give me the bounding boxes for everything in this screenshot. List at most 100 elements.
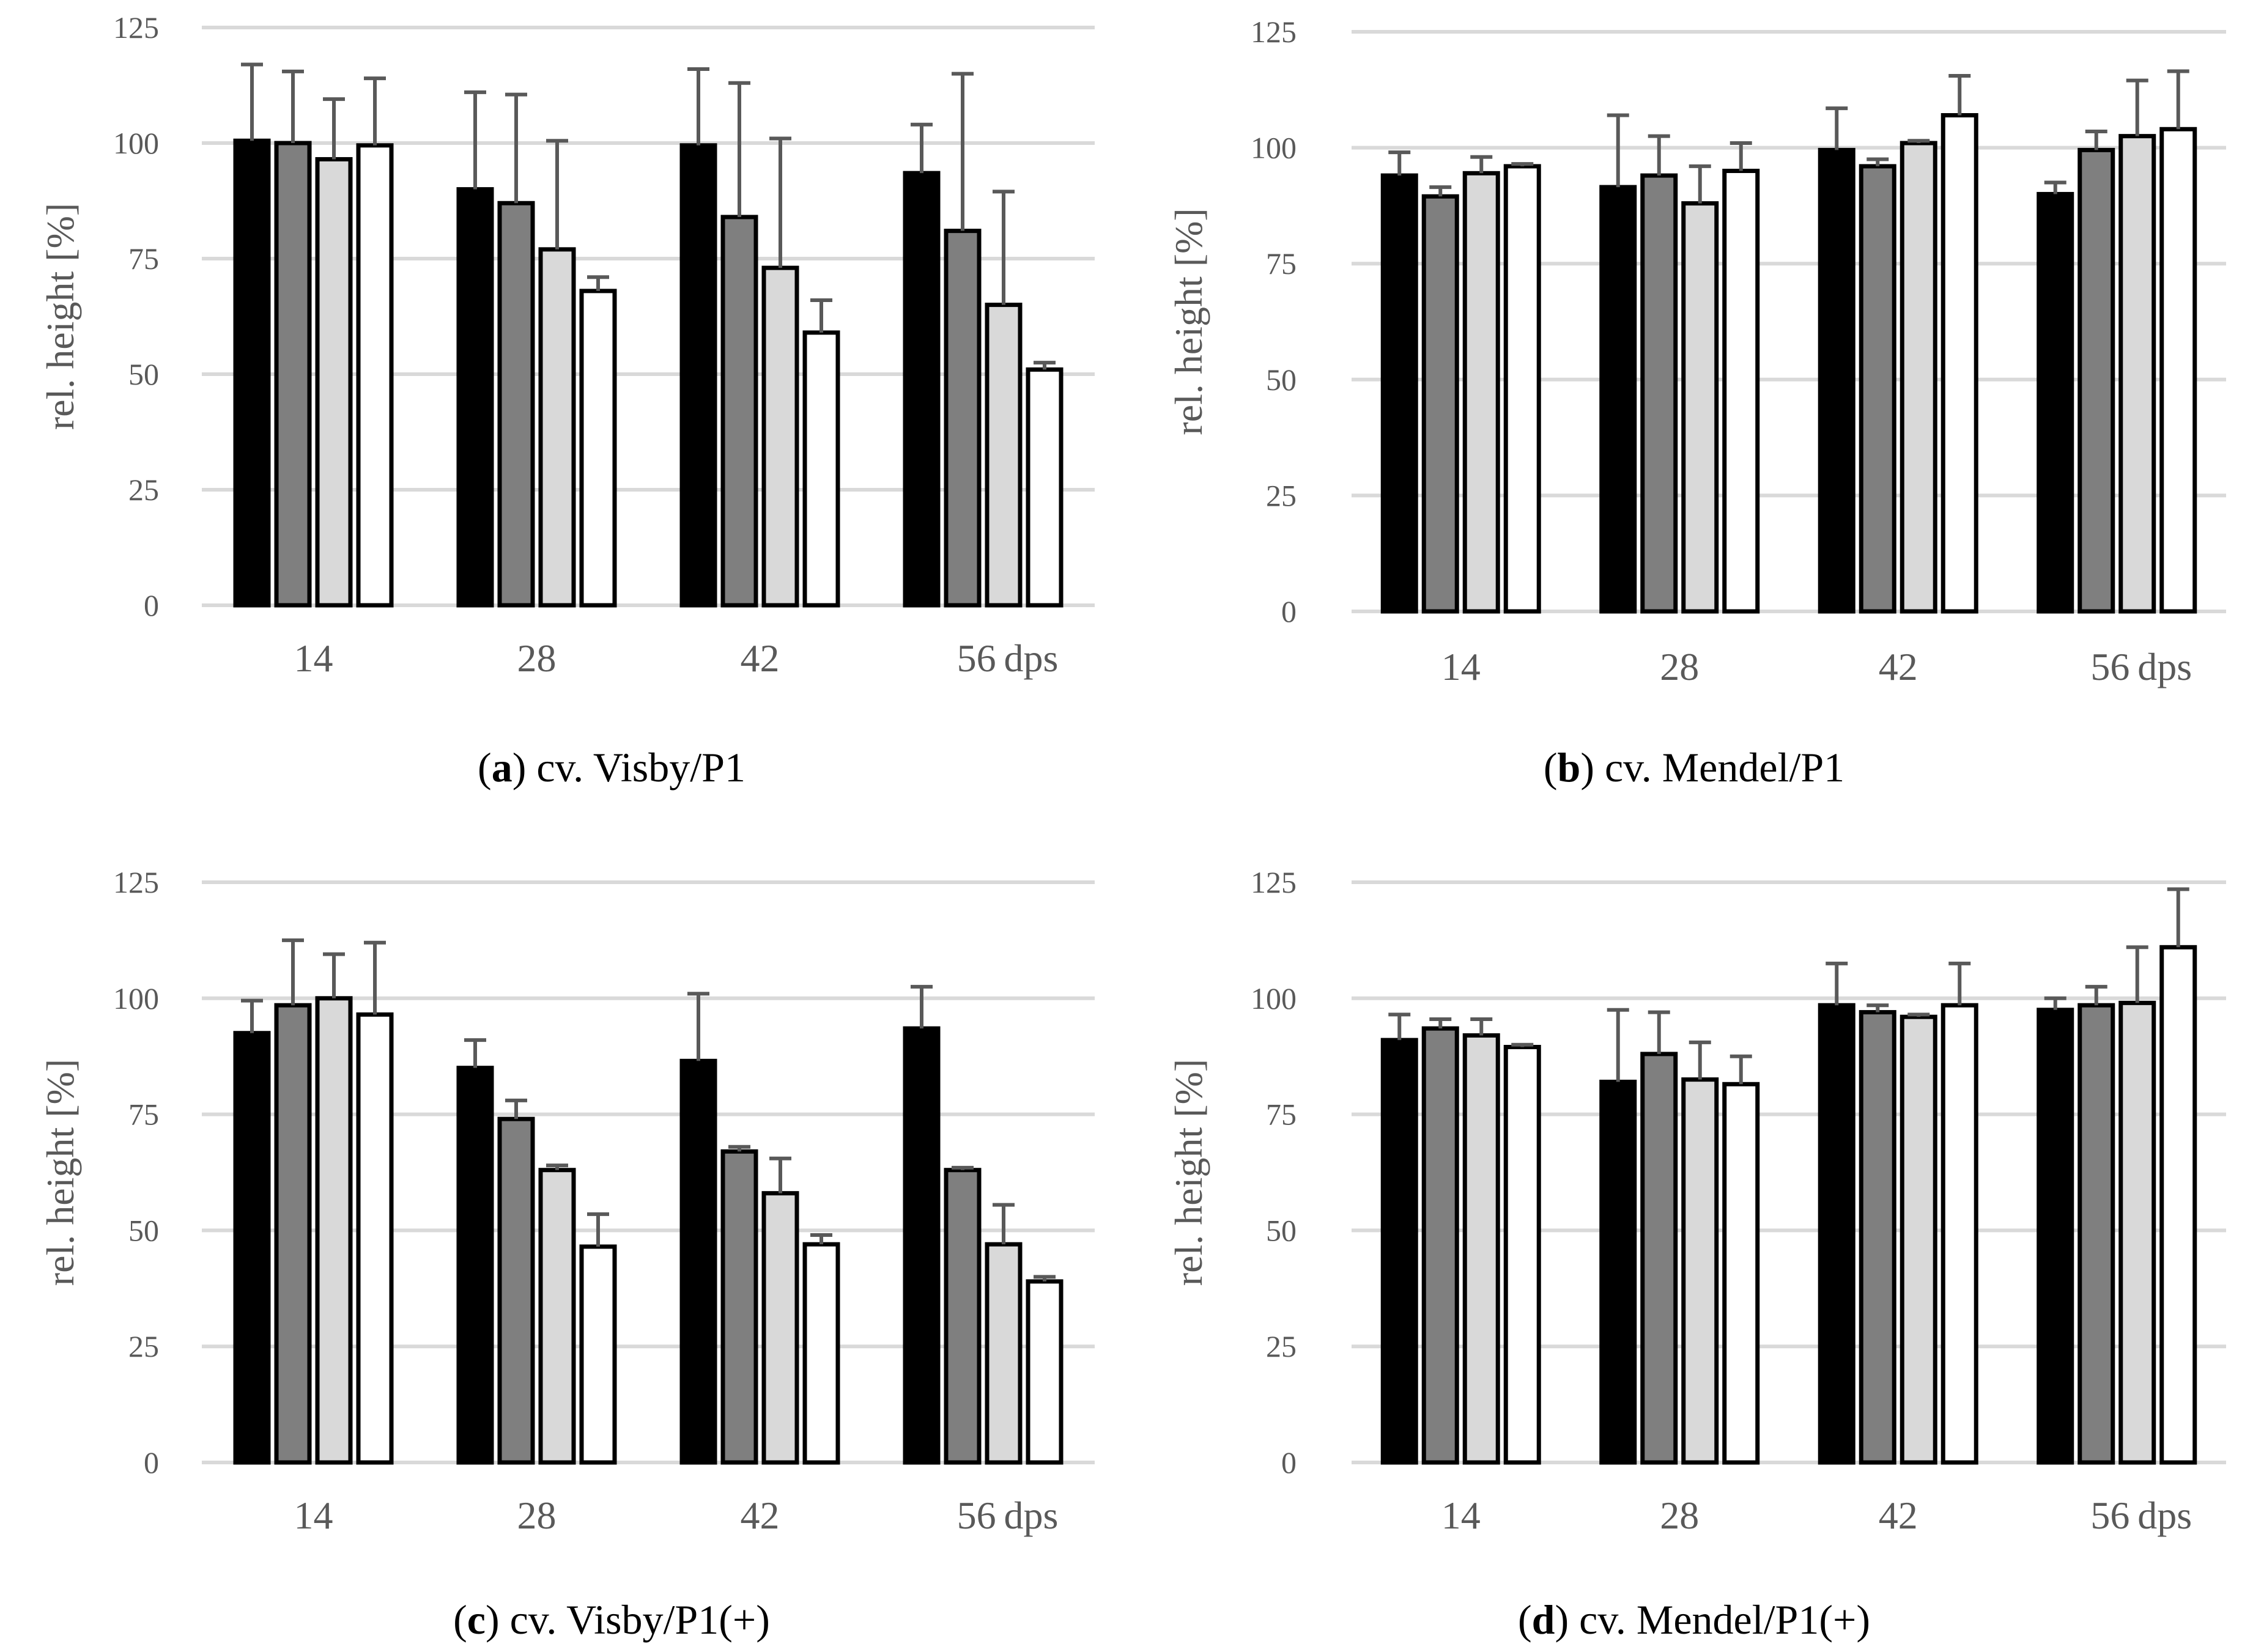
bar-a-cat42-series2 [720,215,758,608]
bar-b-cat14-series4 [1503,164,1541,614]
bar-d-cat28-series4 [1722,1082,1760,1465]
bar-a-cat28-series2 [497,201,535,608]
y-tick-label: 50 [1266,363,1297,397]
bar-b-cat14-series3 [1462,171,1500,614]
error-bar [1607,1008,1629,1082]
bar-d-cat28-series2 [1640,1052,1678,1465]
error-bar [1034,1275,1056,1281]
y-axis-label: rel. height [%] [39,1059,82,1286]
error-bar [810,298,832,333]
error-bar [769,136,791,268]
error-bar [769,1156,791,1193]
bar-d-cat28-series3 [1681,1077,1719,1465]
error-bar [2044,180,2066,194]
error-bar [323,97,345,160]
error-bar [1866,1003,1889,1012]
y-tick-label: 50 [1266,1213,1297,1247]
error-bar [911,984,933,1029]
x-tick-label: 56 dps [957,1494,1059,1537]
bar-d-cat56-series2 [2077,1003,2115,1465]
y-tick-label: 0 [144,588,159,622]
error-bar [1689,1040,1711,1080]
bar-b-cat56-series2 [2077,147,2115,614]
panel-letter: c [467,1596,486,1643]
bar-a-cat56-series1 [903,171,941,608]
y-tick-label: 125 [113,10,159,45]
error-bar [2167,887,2189,948]
error-bar [687,992,709,1061]
bar-c-cat42-series4 [802,1242,840,1465]
bar-c-cat28-series1 [456,1066,494,1465]
bar-a-cat56-series2 [944,229,982,608]
error-bar [1948,74,1971,116]
bar-a-cat42-series3 [761,265,799,608]
bar-c-cat42-series2 [720,1149,758,1465]
error-bar [1470,1017,1493,1036]
bar-a-cat28-series1 [456,187,494,608]
error-bar [1388,150,1411,176]
x-tick-label: 28 [1660,645,1699,688]
y-tick-label: 125 [1251,865,1297,899]
error-bar [911,122,933,174]
y-tick-label: 100 [1251,131,1297,165]
x-tick-label: 56 dps [2090,645,2192,688]
bar-a-cat42-series1 [679,143,717,608]
error-bar [2126,78,2148,136]
bar-b-cat56-series4 [2159,127,2197,614]
x-tick-label: 14 [1441,645,1481,688]
bar-b-cat28-series3 [1681,201,1719,614]
error-bar [728,1145,750,1152]
bar-d-cat14-series3 [1462,1033,1500,1465]
panel-caption: (d) cv. Mendel/P1(+) [1518,1596,1870,1643]
x-tick-label: 28 [1660,1494,1699,1537]
chart-panel-a: 0 25 50 75 100 125 rel. height [%] 14 28 42 56 dps… [39,10,1095,791]
y-axis-label: rel. height [%] [1167,208,1210,435]
bar-d-cat14-series1 [1380,1038,1418,1465]
chart-panel-b: 0 25 50 75 100 125 rel. height [%] 14 28 42 56 dps… [1167,15,2226,791]
bar-c-cat14-series4 [356,1012,394,1465]
bar-d-cat56-series1 [2037,1008,2074,1465]
error-bar [587,1212,609,1247]
panel-caption: (b) cv. Mendel/P1 [1544,744,1844,791]
bar-c-cat28-series3 [538,1168,576,1465]
y-tick-label: 75 [128,242,159,276]
bar-b-cat42-series4 [1940,113,1978,614]
panel-letter: a [492,744,512,791]
error-bar [2044,996,2066,1010]
error-bar [505,1098,527,1119]
error-bar [810,1233,832,1245]
error-bar [282,69,304,143]
error-bar [687,67,709,146]
bar-d-cat42-series4 [1940,1003,1978,1465]
error-bar [1826,961,1848,1006]
bar-c-cat28-series2 [497,1116,535,1465]
y-axis-label: rel. height [%] [1167,1059,1210,1286]
error-bar [1826,106,1848,150]
y-tick-label: 50 [128,1213,159,1247]
y-tick-label: 125 [113,865,159,899]
error-bar [1388,1012,1411,1041]
x-tick-label: 42 [741,636,780,680]
error-bar [364,940,386,1015]
error-bar [241,998,263,1033]
bar-d-cat56-series4 [2159,945,2197,1465]
error-bar [505,92,527,204]
y-tick-label: 25 [128,473,159,507]
bar-c-cat42-series3 [761,1191,799,1465]
panel-letter: b [1557,744,1580,791]
error-bar [1948,961,1971,1006]
bar-c-cat14-series3 [315,996,353,1465]
error-bar [1511,162,1534,166]
bar-b-cat28-series2 [1640,173,1678,614]
error-bar [1907,139,1930,144]
error-bar [1730,1054,1752,1085]
bar-b-cat28-series4 [1722,169,1760,614]
error-bar [952,1165,974,1170]
y-tick-label: 0 [1281,1445,1297,1480]
y-axis-label: rel. height [%] [39,203,82,430]
error-bar [241,62,263,141]
bar-b-cat42-series1 [1818,147,1855,614]
error-bar [546,1163,568,1170]
bar-a-cat14-series4 [356,143,394,608]
